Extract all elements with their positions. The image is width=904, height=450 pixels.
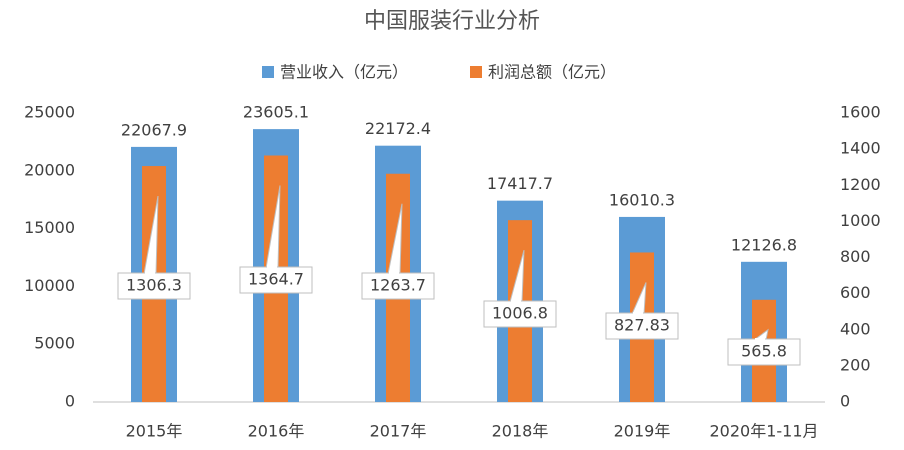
y2-tick-label: 400 xyxy=(840,319,871,338)
x-tick-label: 2017年 xyxy=(370,422,427,441)
legend-label: 利润总额（亿元） xyxy=(488,63,616,82)
chart-title: 中国服装行业分析 xyxy=(364,9,540,34)
value-label: 1263.7 xyxy=(370,276,426,295)
value-label: 16010.3 xyxy=(609,190,675,209)
value-label: 12126.8 xyxy=(731,235,797,254)
legend-label: 营业收入（亿元） xyxy=(280,63,408,82)
y2-tick-label: 1400 xyxy=(840,139,881,158)
y2-tick-label: 800 xyxy=(840,247,871,266)
value-label: 827.83 xyxy=(614,316,670,335)
y2-tick-label: 1000 xyxy=(840,211,881,230)
x-tick-label: 2018年 xyxy=(492,422,549,441)
x-tick-label: 2019年 xyxy=(614,422,671,441)
callout-box xyxy=(239,266,313,294)
callout-box xyxy=(605,312,679,340)
value-label: 22067.9 xyxy=(121,120,187,139)
y2-tick-label: 200 xyxy=(840,355,871,374)
legend-swatch xyxy=(470,66,482,78)
value-label: 1364.7 xyxy=(248,270,304,289)
y2-tick-label: 1600 xyxy=(840,103,881,122)
y-tick-label: 15000 xyxy=(24,218,75,237)
x-tick-label: 2016年 xyxy=(248,422,305,441)
value-label: 565.8 xyxy=(741,342,787,361)
y-tick-label: 10000 xyxy=(24,276,75,295)
x-tick-label: 2015年 xyxy=(126,422,183,441)
y-tick-label: 0 xyxy=(65,392,75,411)
x-tick-label: 2020年1-11月 xyxy=(709,422,818,441)
y2-tick-label: 0 xyxy=(840,392,850,411)
callout-box xyxy=(117,272,191,300)
value-label: 22172.4 xyxy=(365,119,431,138)
value-label: 23605.1 xyxy=(243,103,309,122)
callout-box xyxy=(361,272,435,300)
value-label: 1006.8 xyxy=(492,304,548,323)
y-tick-label: 25000 xyxy=(24,103,75,122)
value-label: 1306.3 xyxy=(126,276,182,295)
y2-tick-label: 600 xyxy=(840,283,871,302)
value-label: 17417.7 xyxy=(487,174,553,193)
y-tick-label: 5000 xyxy=(34,334,75,353)
legend-swatch xyxy=(262,66,274,78)
y-tick-label: 20000 xyxy=(24,160,75,179)
y2-tick-label: 1200 xyxy=(840,175,881,194)
